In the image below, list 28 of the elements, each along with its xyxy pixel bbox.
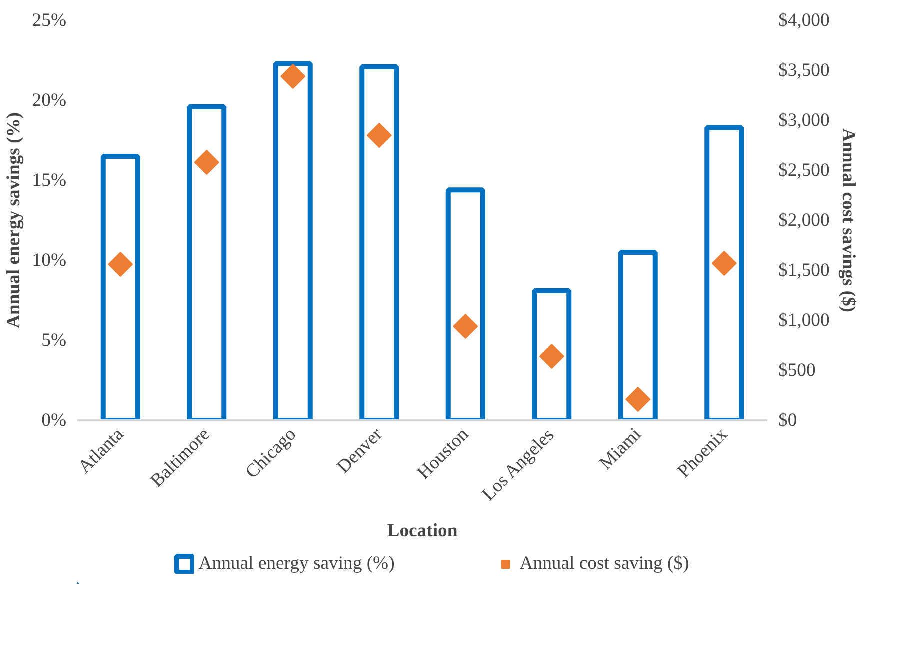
y-tick-label: 5%: [42, 330, 67, 351]
y2-tick-label: $500: [778, 360, 816, 381]
y2-tick-label: $1,000: [778, 310, 830, 331]
y-tick-label: 15%: [32, 170, 67, 191]
y2-tick-label: $2,500: [778, 160, 830, 181]
y2-tick-label: $0: [778, 410, 798, 431]
y2-axis-title: Annual cost savings ($): [838, 128, 859, 313]
y-tick-label: 25%: [32, 10, 67, 31]
point: [194, 150, 220, 176]
y-tick-label: 0%: [42, 410, 67, 431]
x-axis-title: Location: [387, 520, 458, 542]
point: [453, 314, 478, 340]
legend-label: Annual energy saving (%): [198, 553, 395, 575]
y2-tick-label: $3,000: [778, 110, 830, 131]
y-axis-title: Annual energy savings (%): [3, 112, 24, 329]
y-tick-label: 10%: [32, 250, 67, 271]
point: [366, 122, 392, 148]
point: [712, 250, 737, 276]
point: [539, 344, 564, 370]
legend-label: Annual cost saving ($): [520, 553, 690, 575]
y2-tick-label: $4,000: [778, 10, 830, 31]
y-tick-label: 20%: [32, 90, 67, 111]
y2-tick-label: $3,500: [778, 60, 830, 81]
point: [280, 64, 306, 90]
y2-tick-label: $2,000: [778, 210, 830, 231]
y2-tick-label: $1,500: [778, 260, 830, 281]
point: [108, 252, 134, 278]
point: [626, 386, 651, 412]
